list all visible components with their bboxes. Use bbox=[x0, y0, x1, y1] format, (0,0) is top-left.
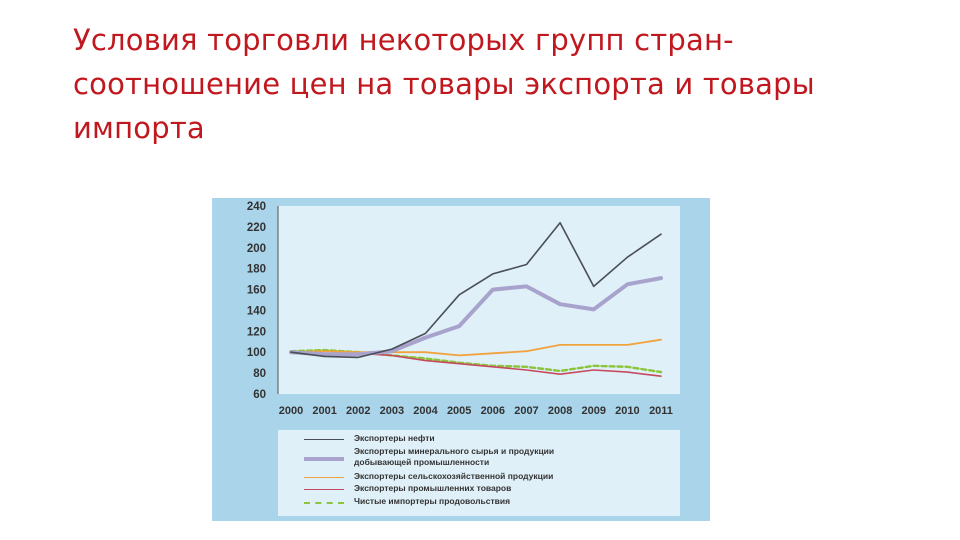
x-tick-label: 2011 bbox=[649, 405, 673, 417]
plot-area bbox=[278, 206, 680, 394]
legend-item: Экспортеры промышленних товаров bbox=[278, 483, 680, 496]
legend-item: Экспортеры минерального сырья и продукци… bbox=[278, 446, 680, 467]
x-tick-label: 2005 bbox=[447, 405, 471, 417]
y-tick-label: 240 bbox=[247, 201, 266, 213]
legend-label: Чистые импортеры продовольствия bbox=[354, 496, 511, 506]
x-tick-label: 2006 bbox=[481, 405, 505, 417]
legend-label-line: Экспортеры минерального сырья и продукци… bbox=[354, 446, 555, 456]
y-tick-label: 160 bbox=[247, 285, 266, 297]
legend-swatch bbox=[304, 457, 344, 461]
legend-item: Чистые импортеры продовольствия bbox=[278, 496, 680, 509]
title-line-2: соотношение цен на товары экспорта и тов… bbox=[73, 67, 815, 101]
y-tick-label: 120 bbox=[247, 326, 266, 338]
legend-swatch bbox=[304, 477, 344, 478]
x-tick-label: 2001 bbox=[312, 405, 336, 417]
legend-item: Экспортеры нефти bbox=[278, 433, 680, 446]
legend-label: Экспортеры минерального сырья и продукци… bbox=[354, 446, 674, 468]
legend-swatch bbox=[304, 489, 344, 490]
x-tick-label: 2002 bbox=[346, 405, 370, 417]
legend-label: Экспортеры промышленних товаров bbox=[354, 483, 512, 493]
chart-legend: Экспортеры нефти Экспортеры минерального … bbox=[278, 430, 680, 516]
legend-label-line: добывающей промышленности bbox=[354, 457, 490, 467]
chart-panel: 60 80 100 120 140 160 180 200 220 240 2000 2001 2002… bbox=[212, 198, 710, 521]
x-tick-label: 2007 bbox=[514, 405, 538, 417]
x-tick-label: 2009 bbox=[581, 405, 605, 417]
y-tick-label: 200 bbox=[247, 243, 266, 255]
title-line-3: импорта bbox=[73, 111, 205, 145]
y-tick-label: 140 bbox=[247, 305, 266, 317]
series-line-2 bbox=[289, 276, 663, 357]
y-tick-label: 180 bbox=[247, 264, 266, 276]
slide-title: Условия торговли некоторых групп стран- … bbox=[73, 18, 933, 150]
legend-swatch bbox=[304, 439, 344, 440]
y-tick-label: 60 bbox=[253, 389, 266, 401]
legend-label: Экспортеры нефти bbox=[354, 433, 435, 443]
y-tick-label: 220 bbox=[247, 222, 266, 234]
legend-item: Экспортеры сельскохозяйственной продукци… bbox=[278, 471, 680, 484]
y-tick-label: 100 bbox=[247, 347, 266, 359]
series-line-1 bbox=[290, 221, 662, 359]
legend-label: Экспортеры сельскохозяйственной продукци… bbox=[354, 471, 554, 481]
line-chart: 60 80 100 120 140 160 180 200 220 240 2000 2001 2002… bbox=[247, 201, 680, 417]
series-line-3 bbox=[290, 338, 662, 357]
x-tick-label: 2010 bbox=[615, 405, 639, 417]
x-tick-label: 2008 bbox=[548, 405, 572, 417]
x-tick-label: 2000 bbox=[279, 405, 303, 417]
title-line-1: Условия торговли некоторых групп стран- bbox=[73, 23, 734, 57]
legend-swatch bbox=[304, 502, 344, 504]
x-tick-label: 2004 bbox=[413, 405, 438, 417]
y-tick-label: 80 bbox=[253, 368, 266, 380]
x-tick-label: 2003 bbox=[380, 405, 404, 417]
